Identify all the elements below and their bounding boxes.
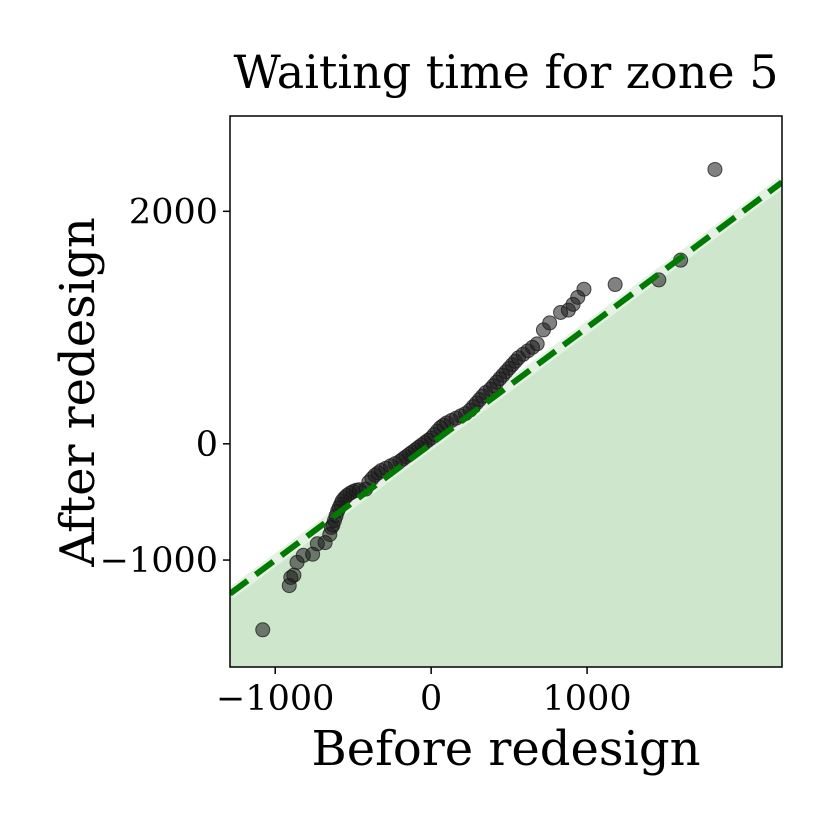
data-point <box>286 567 302 583</box>
y-tick-label: 2000 <box>129 192 218 232</box>
data-point <box>255 622 271 638</box>
reference-line <box>230 179 782 597</box>
data-point <box>607 277 623 293</box>
x-tick-label: 0 <box>420 679 442 719</box>
y-axis-label: After redesign <box>50 217 106 568</box>
data-point <box>529 336 545 352</box>
y-tick-label: 0 <box>196 425 218 465</box>
x-axis-label: Before redesign <box>311 721 700 777</box>
data-point <box>576 281 592 297</box>
reference-fill-below <box>230 182 782 667</box>
plot-frame <box>229 115 783 668</box>
y-axis-ticks: −1000 0 2000 <box>100 192 230 581</box>
data-point <box>542 315 558 331</box>
x-tick-label: −1000 <box>216 679 334 719</box>
data-point <box>707 161 723 177</box>
x-tick-label: 1000 <box>543 679 632 719</box>
y-tick-label: −1000 <box>100 541 218 581</box>
chart-title: Waiting time for zone 5 <box>234 45 779 99</box>
x-axis-ticks: −1000 0 1000 <box>216 667 632 719</box>
